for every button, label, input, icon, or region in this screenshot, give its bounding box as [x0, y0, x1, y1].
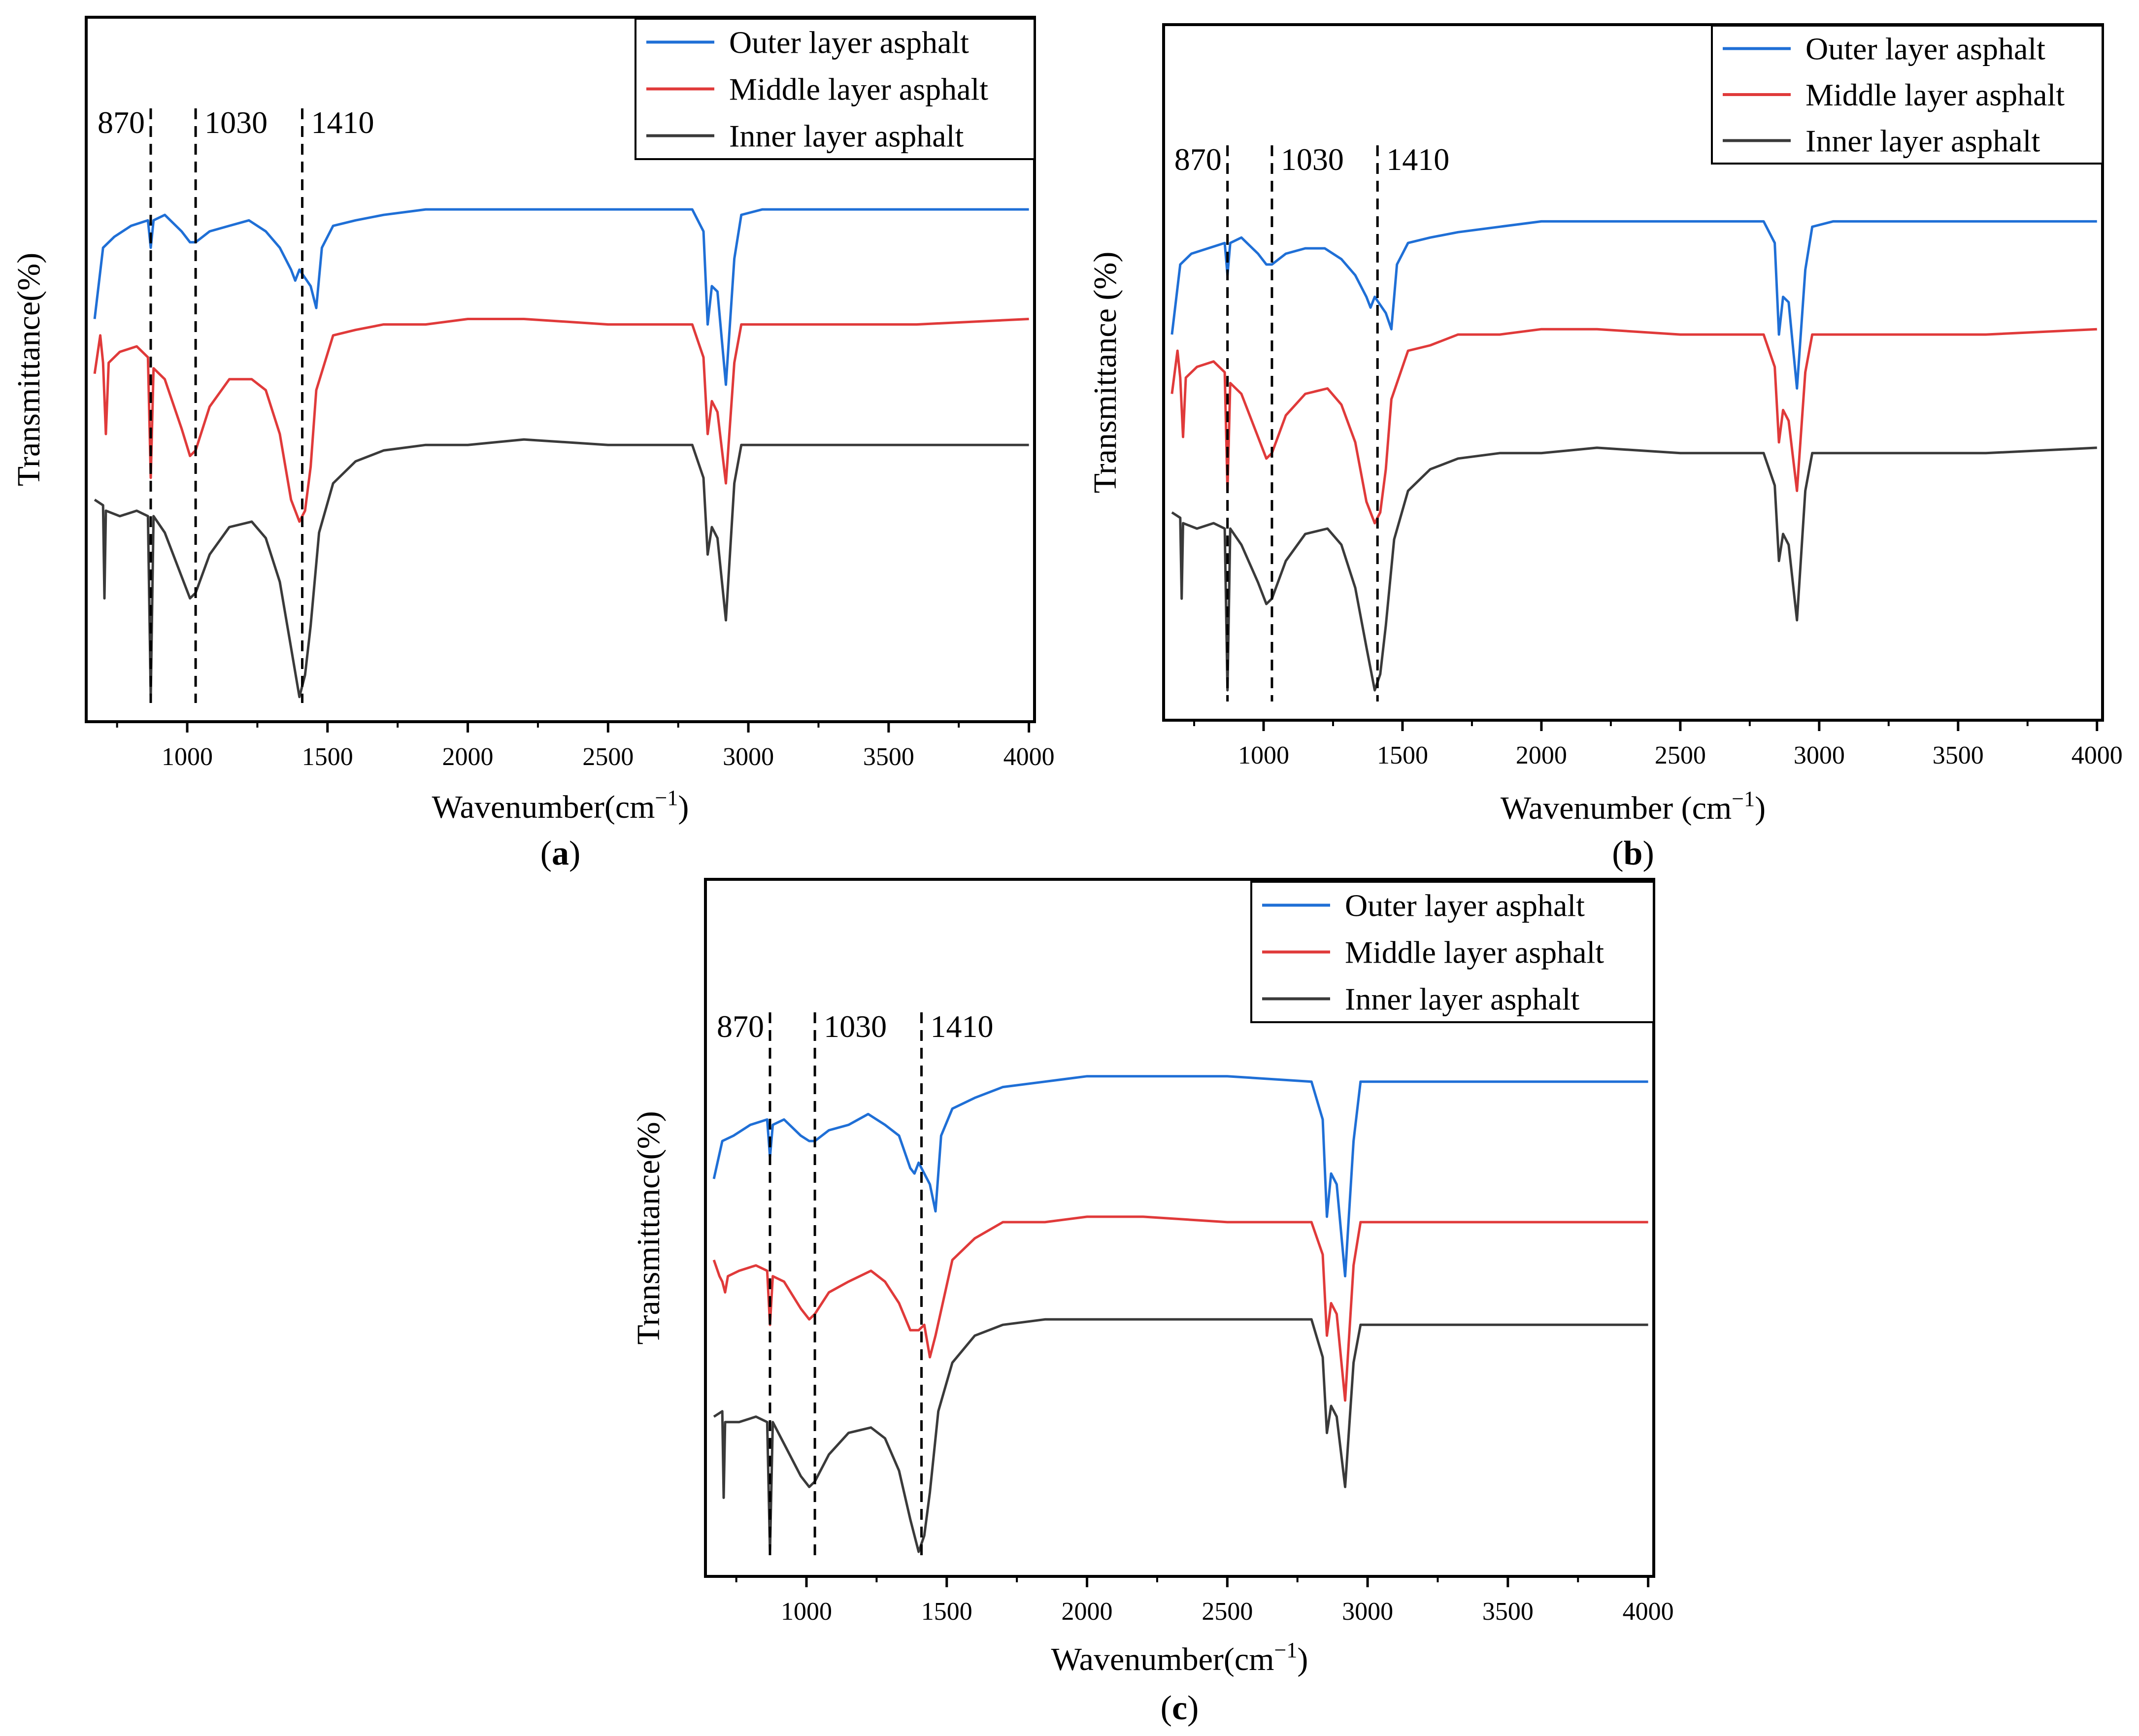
legend-entry: Middle layer asphalt: [1805, 77, 2065, 112]
x-tick-label: 3000: [723, 743, 774, 771]
peak-label-1030: 1030: [1281, 142, 1344, 177]
x-tick-label: 3500: [1933, 741, 1984, 769]
x-tick-label: 2000: [1062, 1598, 1113, 1626]
legend-entry: Inner layer asphalt: [1345, 982, 1579, 1017]
x-axis-label: Wavenumber(cm−1): [1051, 1638, 1308, 1677]
chart-panel-a: 870 1030 1410 1000 1500 2000 2500 3000 3500 4000 W…: [11, 16, 1055, 872]
peak-label-1410: 1410: [931, 1009, 994, 1044]
x-tick-label: 1000: [162, 743, 213, 771]
series-line-middle-layer-asphalt: [93, 318, 1029, 523]
series-line-outer-layer-asphalt: [712, 1075, 1648, 1278]
x-tick-label: 2500: [582, 743, 634, 771]
chart-panel-b: 870 1030 1410 1000 1500 2000 2500 3000 3500 4000 W…: [1087, 23, 2123, 872]
peak-label-1410: 1410: [1386, 142, 1449, 177]
chart-panel-c: 870 1030 1410 1000 1500 2000 2500 3000 3500 4000 W…: [631, 878, 1674, 1727]
x-axis-label: Wavenumber (cm−1): [1501, 787, 1766, 826]
x-axis-label: Wavenumber(cm−1): [432, 786, 689, 825]
legend-entry: Inner layer asphalt: [1805, 123, 2040, 158]
x-tick-label: 3000: [1342, 1598, 1393, 1626]
panel-label: (a): [540, 835, 581, 872]
x-tick-label: 4000: [2072, 741, 2123, 769]
plot-frame: [1162, 23, 2104, 722]
legend-entry: Outer layer asphalt: [1345, 888, 1585, 923]
legend: Outer layer asphalt Middle layer asphalt I…: [1711, 25, 2104, 165]
series-line-middle-layer-asphalt: [712, 1215, 1648, 1402]
panel-label: (c): [1161, 1689, 1199, 1727]
x-tick-label: 3500: [863, 743, 914, 771]
y-axis-label: Transmittance (%): [1087, 252, 1123, 494]
legend-entry: Inner layer asphalt: [729, 119, 964, 154]
x-tick-label: 4000: [1003, 743, 1055, 771]
x-tick-label: 3000: [1794, 741, 1845, 769]
x-tick-label: 4000: [1623, 1598, 1674, 1626]
x-tick-label: 2000: [442, 743, 494, 771]
series-line-inner-layer-asphalt: [1171, 446, 2097, 692]
series-line-inner-layer-asphalt: [94, 438, 1029, 699]
x-tick-label: 2500: [1655, 741, 1706, 769]
y-axis-label: Transmittance(%): [631, 1111, 667, 1344]
x-tick-label: 2000: [1516, 741, 1567, 769]
legend: Outer layer asphalt Middle layer asphalt I…: [635, 18, 1036, 160]
legend-entry: Outer layer asphalt: [1805, 32, 2045, 67]
legend: Outer layer asphalt Middle layer asphalt I…: [1250, 881, 1655, 1023]
x-tick-label: 1500: [1377, 741, 1428, 769]
y-axis-label: Transmittance(%): [11, 253, 47, 486]
panel-label: (b): [1612, 835, 1654, 872]
peak-label-870: 870: [98, 105, 145, 140]
x-tick-label: 1500: [302, 743, 353, 771]
plot-frame: [85, 16, 1036, 723]
x-tick-label: 1500: [921, 1598, 972, 1626]
series-line-outer-layer-asphalt: [93, 208, 1029, 386]
x-tick-label: 3500: [1482, 1598, 1534, 1626]
legend-entry: Middle layer asphalt: [1345, 935, 1604, 970]
series-line-outer-layer-asphalt: [1170, 220, 2097, 390]
series-line-middle-layer-asphalt: [1170, 328, 2097, 525]
peak-label-870: 870: [717, 1009, 764, 1044]
x-tick-label: 1000: [1238, 741, 1289, 769]
legend-entry: Outer layer asphalt: [729, 25, 969, 60]
x-tick-label: 1000: [781, 1598, 832, 1626]
peak-label-1030: 1030: [824, 1009, 887, 1044]
legend-entry: Middle layer asphalt: [729, 72, 988, 107]
x-tick-label: 2500: [1202, 1598, 1253, 1626]
plot-frame: [704, 878, 1655, 1578]
series-line-inner-layer-asphalt: [713, 1318, 1648, 1553]
peak-label-1410: 1410: [311, 105, 374, 140]
peak-label-870: 870: [1174, 142, 1222, 177]
peak-label-1030: 1030: [204, 105, 267, 140]
